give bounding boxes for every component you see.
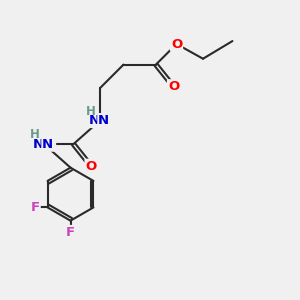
Text: H: H xyxy=(86,105,96,118)
Text: F: F xyxy=(66,226,75,239)
Text: H: H xyxy=(30,128,40,141)
Text: F: F xyxy=(31,201,40,214)
Text: O: O xyxy=(168,80,179,93)
Text: O: O xyxy=(171,38,182,50)
Text: N: N xyxy=(42,138,53,151)
Text: NH: NH xyxy=(89,114,111,127)
Text: NH: NH xyxy=(33,138,55,151)
Text: N: N xyxy=(98,114,109,127)
Text: O: O xyxy=(85,160,97,173)
